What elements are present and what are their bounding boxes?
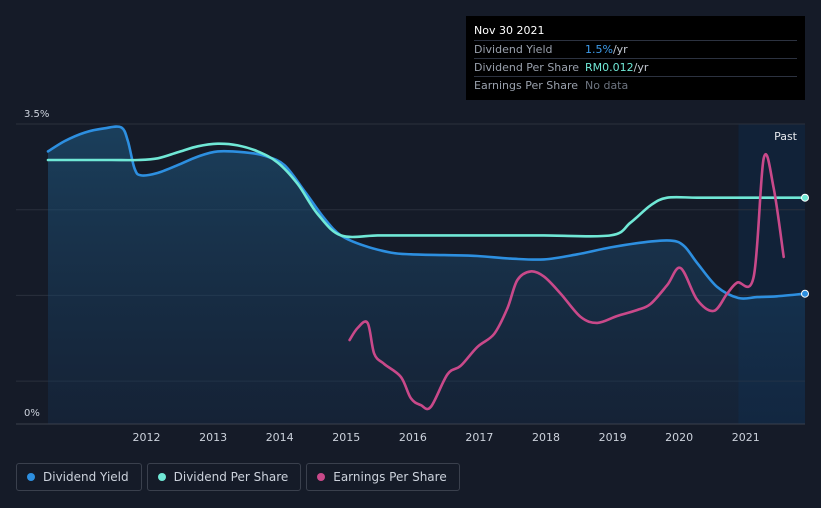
tooltip-label: Earnings Per Share (474, 79, 579, 92)
tooltip-value: No data (585, 79, 629, 92)
x-tick-label: 2012 (133, 431, 161, 444)
tooltip-value: 1.5% (585, 43, 613, 56)
x-tick-label: 2017 (465, 431, 493, 444)
data-tooltip: Nov 30 2021 Dividend Yield 1.5% /yr Divi… (466, 16, 805, 100)
tooltip-row-dividend-per-share: Dividend Per Share RM0.012 /yr (474, 59, 797, 77)
x-tick-label: 2016 (399, 431, 427, 444)
legend-item-earnings-per-share[interactable]: Earnings Per Share (306, 463, 460, 491)
x-tick-label: 2013 (199, 431, 227, 444)
tooltip-row-earnings-per-share: Earnings Per Share No data (474, 77, 797, 94)
legend-dot-icon (157, 473, 166, 481)
x-tick-label: 2018 (532, 431, 560, 444)
tooltip-unit: /yr (633, 61, 649, 74)
dividend-yield-end-point (801, 289, 809, 298)
x-tick-label: 2020 (665, 431, 693, 444)
tooltip-unit: /yr (612, 43, 628, 56)
legend-item-dividend-per-share[interactable]: Dividend Per Share (146, 463, 302, 491)
x-tick-label: 2021 (732, 431, 760, 444)
legend-label: Dividend Per Share (173, 470, 289, 484)
dividend-yield-line (46, 125, 807, 300)
x-tick-label: 2019 (599, 431, 627, 444)
x-tick-label: 2014 (266, 431, 294, 444)
legend-item-dividend-yield[interactable]: Dividend Yield (16, 463, 142, 491)
legend-label: Earnings Per Share (333, 470, 447, 484)
y-tick-label: 3.5% (24, 109, 49, 120)
y-tick-label: 0% (24, 408, 40, 419)
tooltip-date: Nov 30 2021 (474, 22, 797, 41)
tooltip-row-dividend-yield: Dividend Yield 1.5% /yr (474, 41, 797, 59)
earnings-per-share-line (348, 153, 785, 411)
dividend-per-share-line (46, 142, 807, 239)
legend-dot-icon (317, 473, 326, 481)
x-tick-label: 2015 (332, 431, 360, 444)
dividend-per-share-end-point (801, 193, 809, 202)
legend-dot-icon (27, 473, 35, 481)
tooltip-label: Dividend Yield (474, 43, 553, 56)
tooltip-value: RM0.012 (585, 61, 634, 74)
tooltip-label: Dividend Per Share (474, 61, 580, 74)
past-label: Past (774, 130, 798, 143)
legend-label: Dividend Yield (43, 470, 129, 484)
dividend-yield-area (48, 126, 805, 425)
chart-legend: Dividend Yield Dividend Per Share Earnin… (16, 463, 460, 491)
